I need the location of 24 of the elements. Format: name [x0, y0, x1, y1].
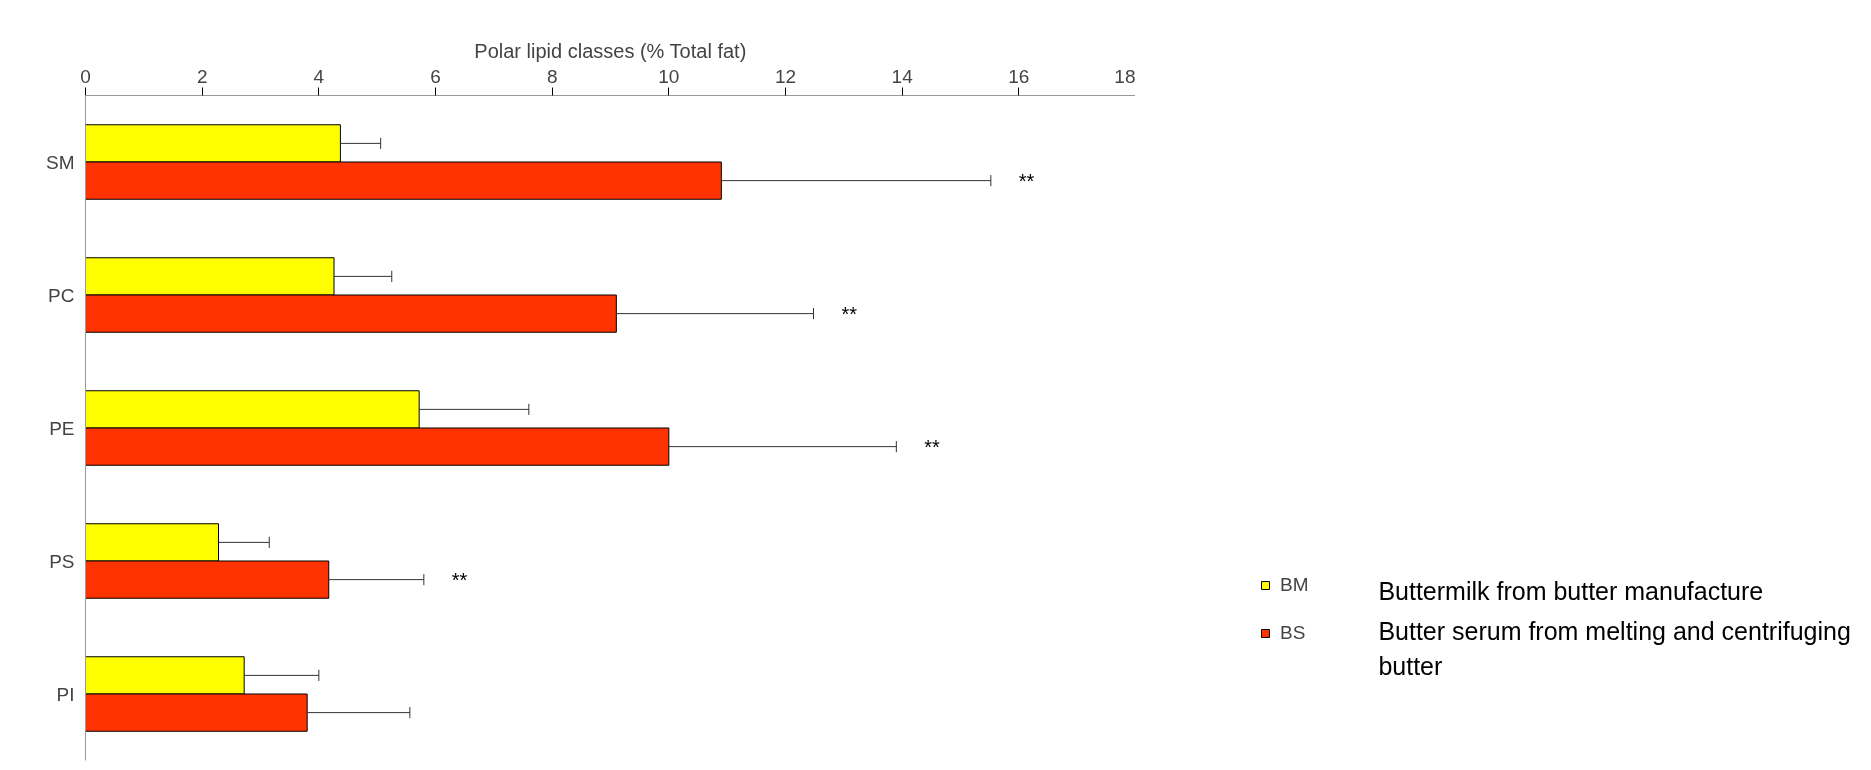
x-tick-label: 8	[546, 65, 558, 87]
x-tick-label: 14	[891, 65, 914, 87]
text: Butter serum from melting and centrifuging butter	[1378, 616, 1851, 680]
x-tick-label: 16	[1008, 65, 1030, 87]
annotation: **	[451, 568, 468, 591]
text: Buttermilk from butter manufacture	[1378, 577, 1764, 606]
x-tick-label: 0	[80, 65, 91, 87]
legend-label: BS	[1280, 622, 1306, 644]
y-tick-label: PC	[48, 284, 75, 306]
x-tick-label: 12	[774, 65, 797, 87]
x-tick-label: 4	[313, 65, 325, 87]
annotation: **	[924, 435, 941, 458]
x-tick-label: 18	[1114, 65, 1136, 87]
annotation: **	[841, 302, 858, 325]
x-axis-title: Polar lipid classes (% Total fat)	[474, 39, 747, 62]
y-tick-label: PS	[49, 550, 75, 572]
x-tick-label: 10	[658, 65, 680, 87]
y-tick-label: SM	[46, 151, 75, 173]
y-tick-label: PI	[56, 683, 75, 705]
x-tick-label: 6	[430, 65, 441, 87]
annotation: **	[1018, 169, 1035, 192]
legend-label: BM	[1280, 574, 1309, 596]
x-tick-label: 2	[196, 65, 208, 87]
y-tick-label: PE	[49, 417, 75, 439]
